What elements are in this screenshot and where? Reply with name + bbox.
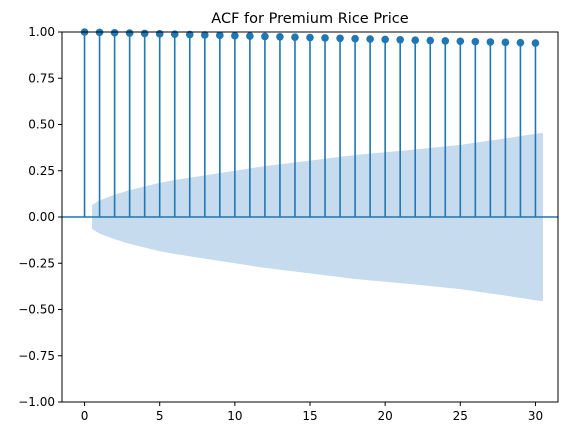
x-tick-label: 5 [156, 409, 164, 423]
y-tick-label: 0.75 [28, 71, 55, 85]
acf-point-lag-22 [411, 36, 420, 44]
stem-layer [80, 28, 540, 217]
acf-point-lag-12 [261, 32, 269, 41]
acf-point-lag-18 [351, 34, 359, 43]
acf-point-lag-4 [140, 29, 149, 38]
x-tick-label: 0 [81, 409, 89, 423]
acf-point-lag-24 [441, 37, 450, 45]
acf-point-lag-14 [291, 33, 299, 41]
acf-point-lag-29 [516, 38, 525, 47]
acf-point-lag-28 [501, 38, 510, 47]
y-ticks-layer: −1.00 −0.75 −0.50 −0.25 0.00 0.25 0.50 0.75 1.00 [18, 25, 62, 409]
acf-point-lag-2 [110, 28, 119, 37]
acf-point-lag-8 [200, 31, 209, 39]
acf-point-lag-7 [185, 30, 194, 39]
acf-point-lag-27 [486, 38, 495, 46]
y-tick-label: 0.00 [28, 210, 55, 224]
acf-point-lag-16 [321, 34, 329, 42]
acf-point-lag-26 [471, 37, 480, 46]
acf-point-lag-17 [336, 34, 344, 43]
acf-point-lag-20 [381, 35, 389, 44]
acf-point-lag-3 [125, 29, 134, 37]
y-tick-label: −0.50 [18, 303, 55, 317]
acf-point-lag-21 [396, 35, 404, 44]
y-tick-label: 1.00 [28, 25, 55, 39]
x-tick-label: 10 [227, 409, 242, 423]
y-tick-label: −0.75 [18, 349, 55, 363]
acf-point-lag-23 [426, 36, 435, 45]
x-tick-label: 30 [528, 409, 543, 423]
chart-title: ACF for Premium Rice Price [211, 11, 408, 27]
acf-point-lag-30 [531, 39, 540, 47]
acf-point-lag-10 [231, 31, 239, 40]
y-tick-label: −0.25 [18, 256, 55, 270]
acf-point-lag-13 [276, 33, 284, 41]
acf-point-lag-5 [155, 30, 164, 38]
acf-point-lag-19 [366, 35, 374, 43]
acf-point-lag-9 [216, 31, 224, 40]
acf-point-lag-25 [456, 37, 465, 46]
y-tick-label: 0.50 [28, 118, 55, 132]
x-tick-label: 20 [378, 409, 393, 423]
acf-point-lag-15 [306, 33, 314, 42]
y-tick-label: −1.00 [18, 395, 55, 409]
x-tick-label: 25 [453, 409, 468, 423]
y-tick-label: 0.25 [28, 164, 55, 178]
x-ticks-layer: 0 5 10 15 20 25 30 [81, 402, 543, 423]
acf-point-lag-11 [246, 32, 254, 40]
x-tick-label: 15 [302, 409, 317, 423]
